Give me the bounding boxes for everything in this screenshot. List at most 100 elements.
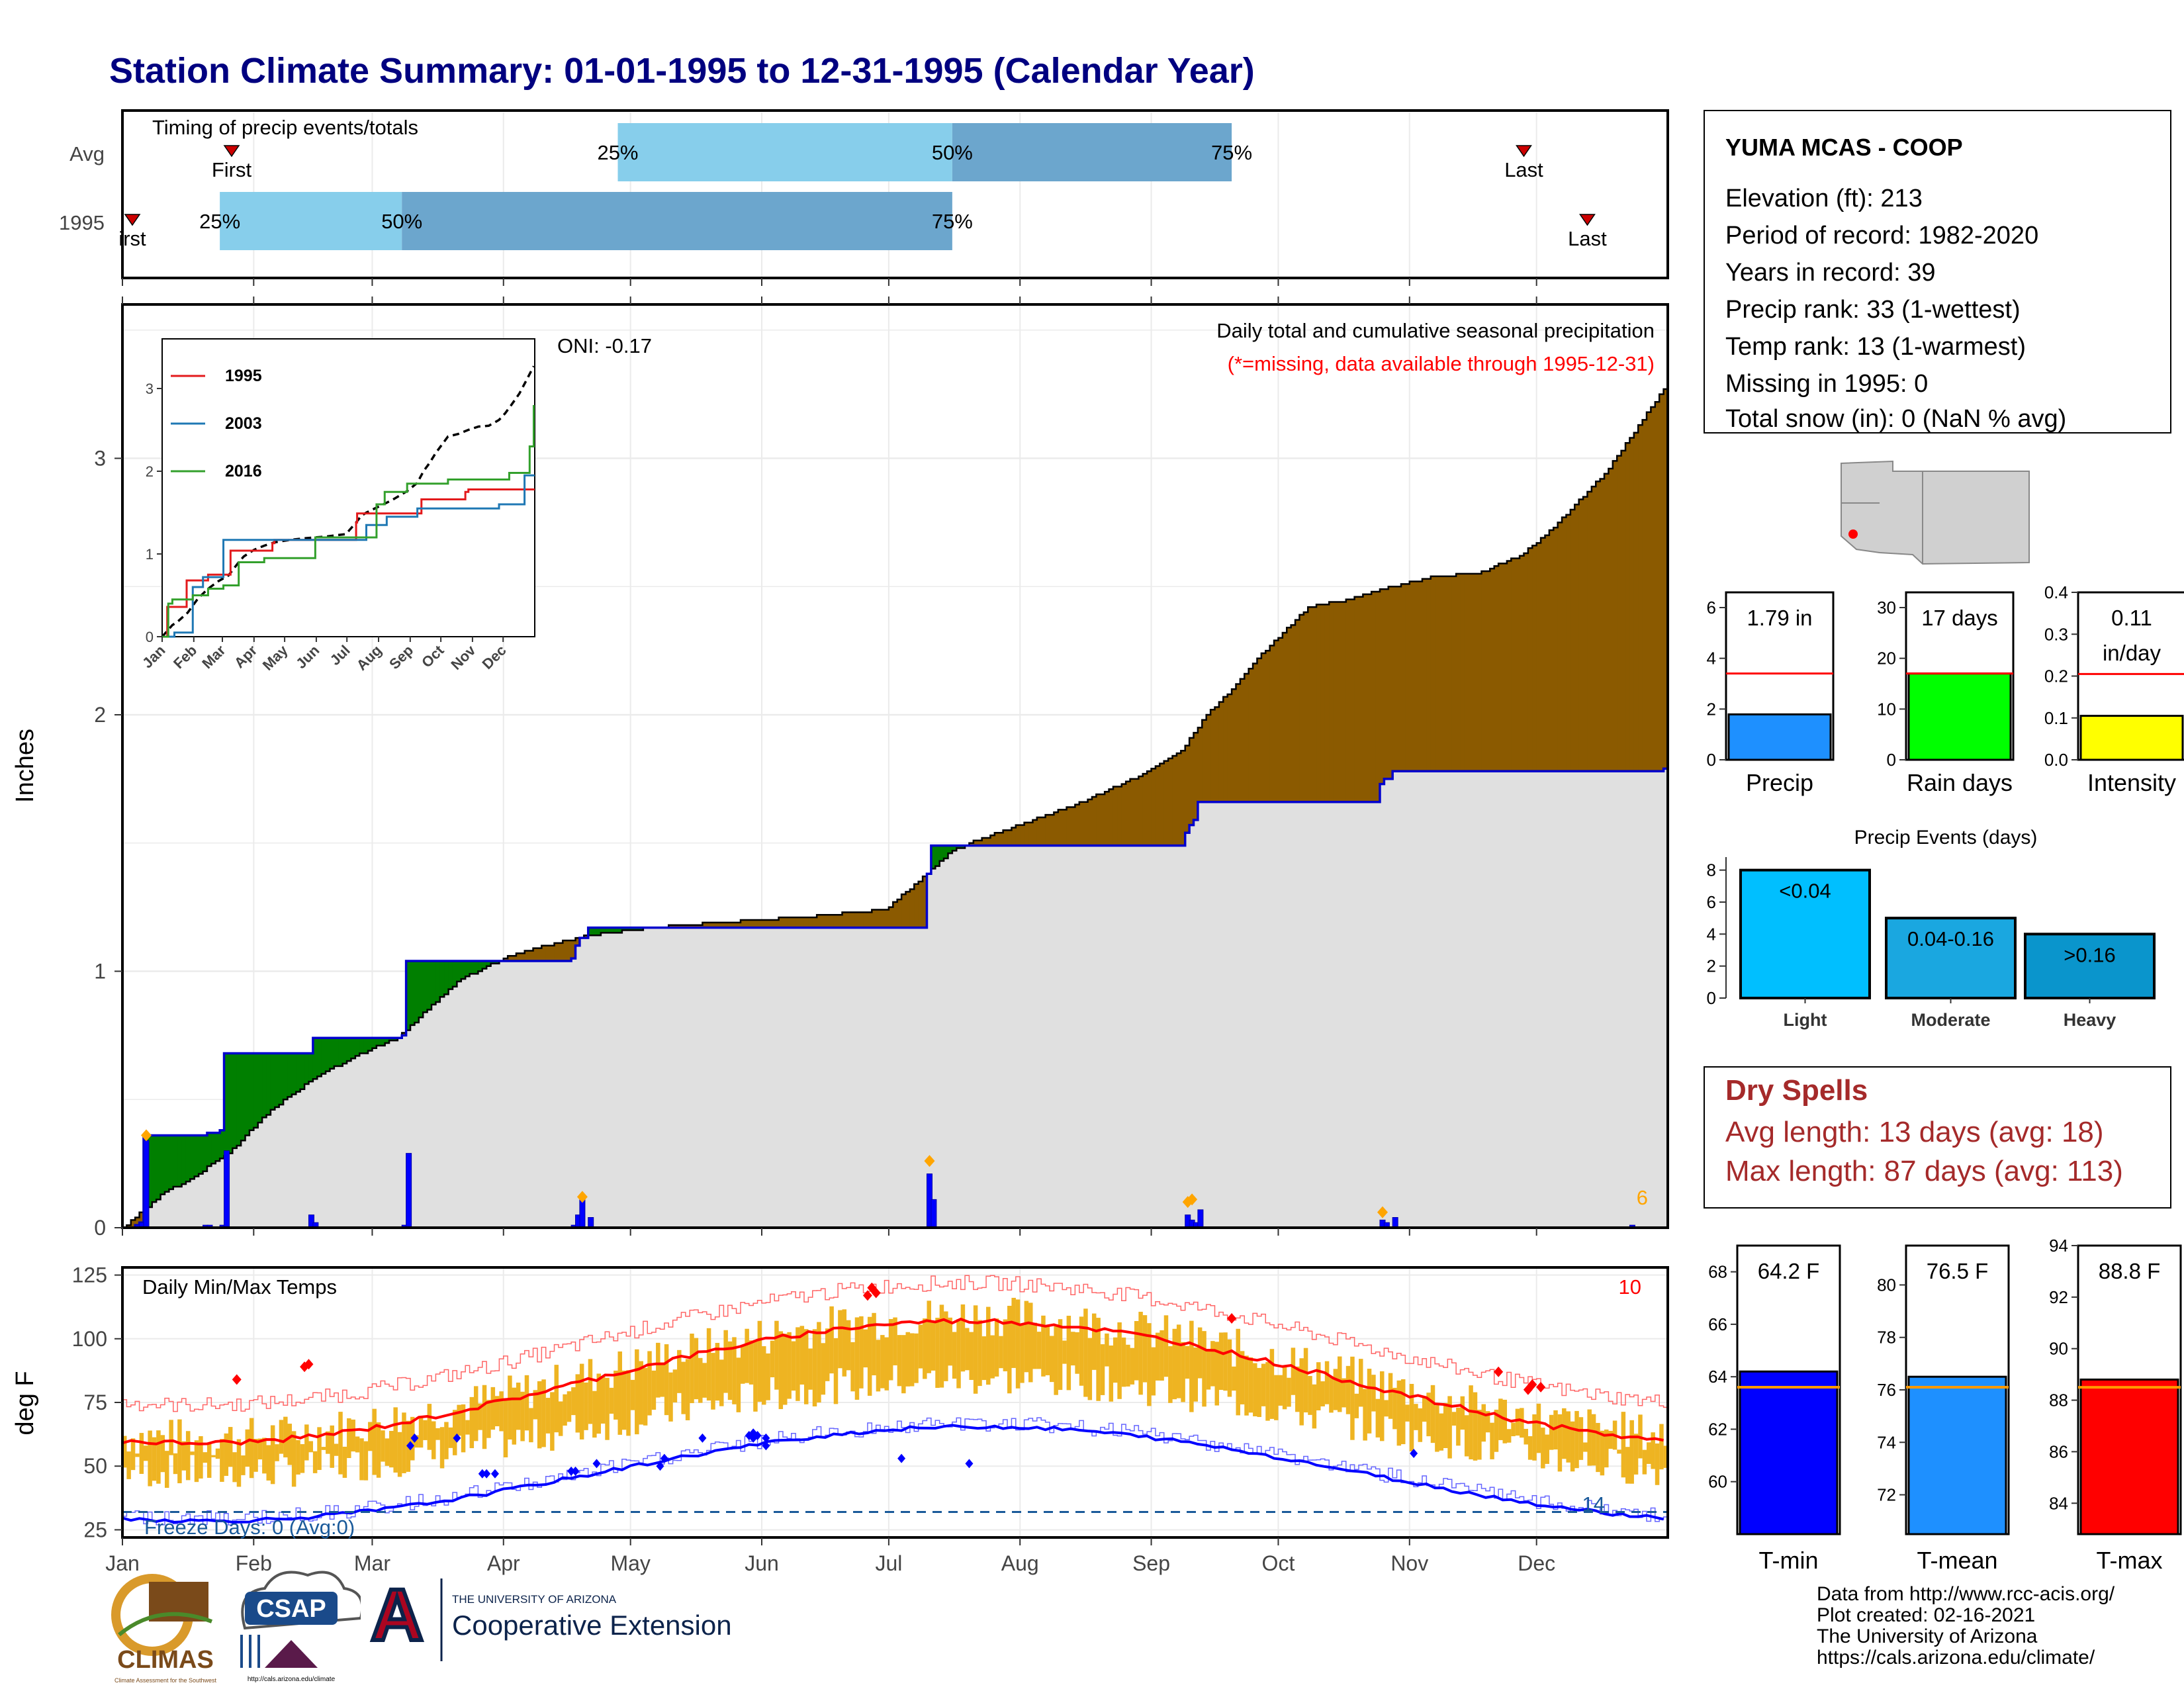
- daily-temp-bar: [876, 1340, 881, 1392]
- daily-temp-bar: [960, 1304, 966, 1372]
- events-category-label: Heavy: [2064, 1010, 2116, 1030]
- deficit-segment: [1464, 573, 1469, 772]
- deficit-segment: [1566, 514, 1571, 772]
- deficit-segment: [838, 915, 843, 928]
- daily-temp-bar: [1054, 1324, 1058, 1395]
- deficit-segment: [741, 920, 745, 928]
- record-cold-marker: [567, 1466, 576, 1476]
- daily-temp-bar: [685, 1359, 690, 1420]
- temp-summary-y-label: 86: [2049, 1441, 2068, 1461]
- daily-temp-bar: [791, 1341, 796, 1391]
- deficit-segment: [1032, 819, 1038, 846]
- month-label: Jun: [745, 1551, 779, 1575]
- daily-temp-bar: [1418, 1408, 1423, 1442]
- daily-temp-bar: [385, 1438, 390, 1466]
- deficit-segment: [888, 907, 893, 928]
- daily-temp-bar: [330, 1425, 334, 1468]
- daily-temp-bar: [1481, 1404, 1486, 1442]
- y-tick-label: 100: [72, 1327, 107, 1351]
- daily-temp-bar: [520, 1391, 525, 1441]
- deficit-segment: [1405, 584, 1410, 772]
- temp-summary-y-label: 80: [1877, 1275, 1896, 1295]
- daily-temp-bar: [888, 1318, 893, 1381]
- daily-temp-bar: [300, 1444, 305, 1473]
- inset-x-label: Sep: [386, 642, 416, 672]
- deficit-segment: [1126, 781, 1131, 846]
- summary-bar-charts: 1.79 in Precip 0 2 4 6 17 days Rain days 0 10 20 30…: [1707, 582, 2184, 796]
- daily-temp-bar: [270, 1425, 275, 1485]
- daily-temp-bar: [609, 1387, 614, 1414]
- timing-last-marker: [1516, 145, 1532, 158]
- deficit-segment: [1066, 807, 1071, 846]
- timing-quartile-25-50: [220, 192, 402, 250]
- daily-temp-bar: [1456, 1407, 1461, 1446]
- deficit-segment: [817, 915, 822, 928]
- daily-temp-bar: [1384, 1400, 1388, 1417]
- surplus-segment: [630, 927, 635, 931]
- month-label: Sep: [1132, 1551, 1170, 1575]
- daily-temp-bar: [884, 1337, 889, 1391]
- daily-temp-bar: [1460, 1396, 1465, 1430]
- surplus-segment: [177, 1135, 183, 1187]
- timing-first-label: First: [212, 158, 252, 181]
- deficit-segment: [914, 884, 919, 928]
- temp-summary-y-label: 60: [1708, 1472, 1727, 1492]
- daily-temp-bar: [342, 1446, 347, 1478]
- month-label: Aug: [1001, 1551, 1039, 1575]
- temp-summary-value: 88.8 F: [2099, 1259, 2161, 1283]
- daily-temp-bar: [1126, 1344, 1130, 1387]
- surplus-segment: [478, 961, 483, 972]
- surplus-segment: [194, 1135, 199, 1177]
- daily-temp-bar: [169, 1420, 173, 1455]
- surplus-segment: [406, 961, 411, 1030]
- daily-temp-bar: [1024, 1301, 1029, 1373]
- temp-summary-y-label: 68: [1708, 1262, 1727, 1282]
- deficit-segment: [1578, 499, 1584, 772]
- daily-temp-bar: [757, 1320, 762, 1402]
- daily-temp-bar: [1066, 1316, 1071, 1391]
- timing-pct-label: 25%: [597, 141, 638, 164]
- record-cold-marker: [406, 1441, 415, 1451]
- daily-temp-bar: [338, 1412, 343, 1475]
- deficit-segment: [1062, 809, 1068, 846]
- surplus-segment: [160, 1135, 165, 1195]
- temp-y-axis: 25 50 75 100 125: [72, 1263, 122, 1541]
- deficit-segment: [1269, 645, 1275, 802]
- daily-temp-bar: [173, 1453, 178, 1475]
- cold-day-count: 14: [1582, 1492, 1605, 1516]
- deficit-segment: [1655, 402, 1660, 772]
- daily-temp-bar: [1015, 1299, 1021, 1389]
- daily-temp-bar: [1130, 1348, 1135, 1385]
- daily-temp-bar: [1400, 1379, 1406, 1445]
- deficit-segment: [1324, 604, 1330, 802]
- daily-temp-bar: [156, 1430, 161, 1484]
- station-line: Precip rank: 33 (1-wettest): [1725, 296, 2021, 324]
- surplus-segment: [368, 1038, 373, 1051]
- daily-temp-bar: [808, 1348, 813, 1390]
- surplus-segment: [169, 1135, 174, 1189]
- daily-temp-bar: [1647, 1442, 1651, 1464]
- daily-temp-bar: [135, 1453, 140, 1457]
- inset-x-label: Mar: [199, 642, 229, 672]
- daily-temp-bar: [152, 1437, 157, 1481]
- precip-y-axis: 0 1 2 3: [94, 278, 1537, 1240]
- deficit-segment: [1155, 766, 1160, 846]
- y-tick-label: 50: [83, 1454, 107, 1478]
- daily-temp-bar: [923, 1318, 927, 1379]
- deficit-segment: [872, 909, 877, 928]
- deficit-segment: [1113, 786, 1118, 846]
- daily-temp-bar: [749, 1340, 754, 1385]
- temp-grid: [122, 1267, 1668, 1537]
- daily-temp-bar: [647, 1351, 652, 1416]
- deficit-segment: [1532, 545, 1537, 772]
- deficit-segment: [1511, 558, 1516, 772]
- inset-y-label: 2: [146, 463, 154, 480]
- summary-y-label: 0.3: [2044, 624, 2068, 644]
- deficit-segment: [749, 920, 754, 928]
- deficit-segment: [770, 920, 775, 928]
- deficit-segment: [1384, 589, 1389, 779]
- deficit-segment: [554, 942, 559, 961]
- events-category-label: Moderate: [1911, 1010, 1990, 1030]
- deficit-segment: [1396, 586, 1402, 772]
